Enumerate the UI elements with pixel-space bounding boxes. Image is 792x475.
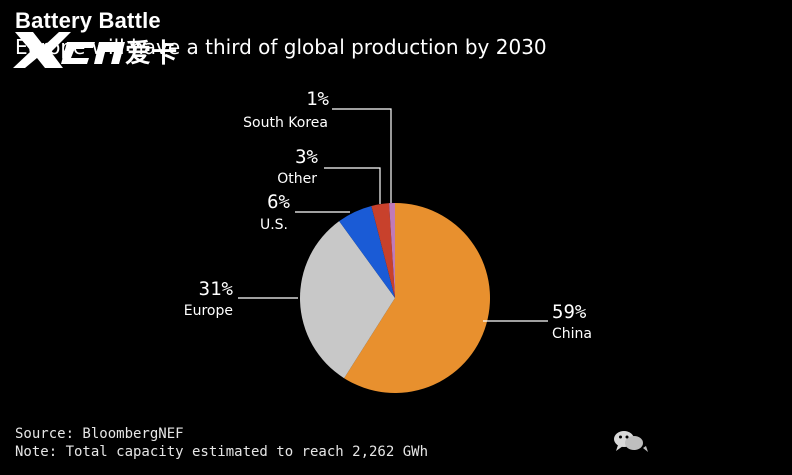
leader-lines <box>238 108 548 322</box>
slice-percent-south-korea: 1% <box>306 88 329 110</box>
pie-slice-u-s <box>339 205 395 298</box>
slice-label-china: China <box>552 326 592 342</box>
pie-slices <box>300 203 491 393</box>
leader-line-other <box>324 167 381 204</box>
pie-slice-south-korea <box>389 203 395 298</box>
slice-percent-u-s: 6% <box>267 191 290 213</box>
slice-label-south-korea: South Korea <box>243 115 328 131</box>
wechat-icon <box>614 431 648 452</box>
svg-text:爱卡: 爱卡 <box>125 39 177 69</box>
xcar-logo-watermark: 爱卡 <box>13 32 177 69</box>
slice-percent-china: 59% <box>552 301 587 323</box>
slice-label-other: Other <box>277 171 317 187</box>
pie-slice-other <box>371 203 395 298</box>
slice-percent-other: 3% <box>295 146 318 168</box>
pie-slice-china <box>344 203 491 393</box>
slice-label-europe: Europe <box>184 303 233 319</box>
chart-source: Source: BloombergNEF <box>15 426 184 442</box>
pie-slice-europe <box>300 221 395 379</box>
slice-labels: 59% China 31% Europe 6% U.S. 3% Other 1% South Ko… <box>184 88 592 342</box>
leader-line-south-korea <box>332 108 392 203</box>
slice-label-u-s: U.S. <box>260 217 288 233</box>
chart-title: Battery Battle <box>15 8 161 33</box>
chart-note: Note: Total capacity estimated to reach … <box>15 444 429 460</box>
slice-percent-europe: 31% <box>199 278 234 300</box>
